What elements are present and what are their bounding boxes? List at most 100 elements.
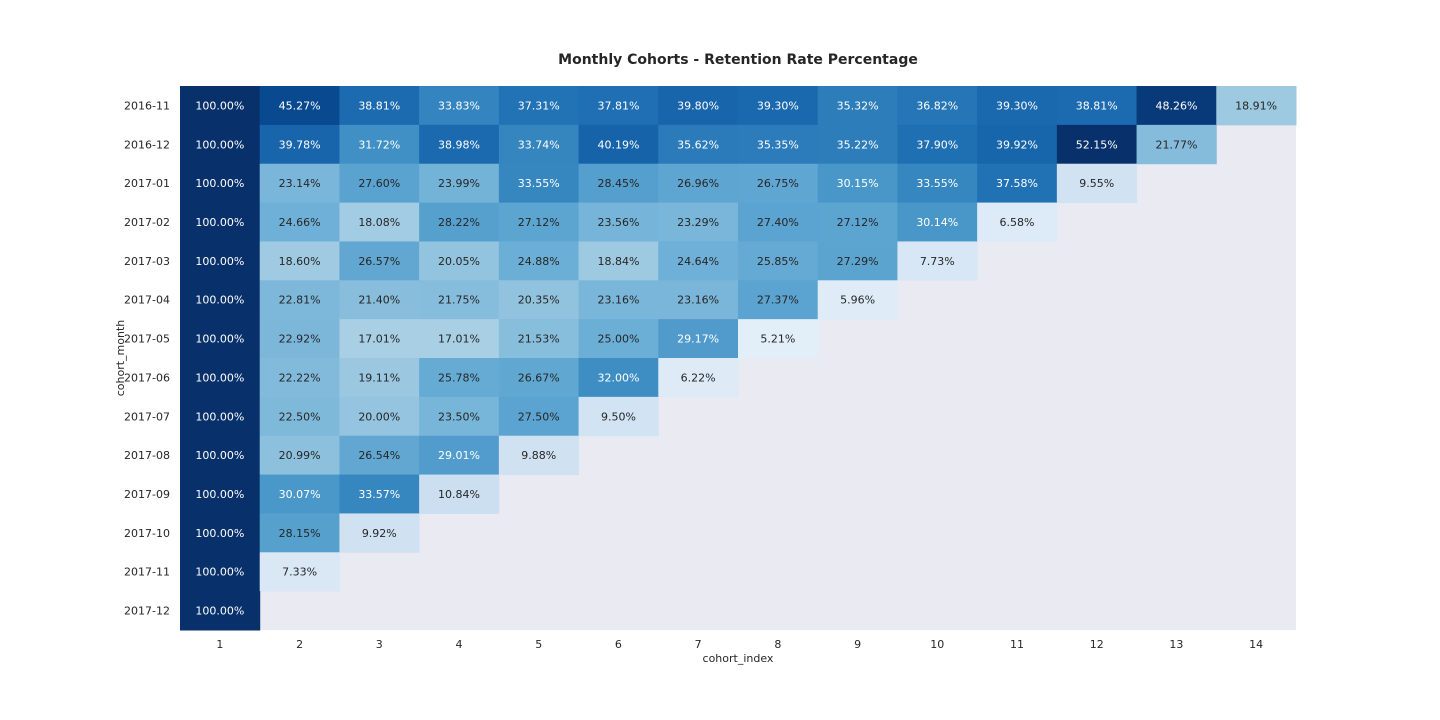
heatmap-cell-label: 23.16% bbox=[597, 294, 639, 307]
heatmap-cell-label: 22.81% bbox=[279, 294, 321, 307]
heatmap-cell-label: 38.81% bbox=[358, 99, 400, 112]
heatmap-cell bbox=[578, 202, 659, 242]
heatmap-cell-label: 6.22% bbox=[681, 371, 716, 384]
heatmap-cell bbox=[658, 202, 739, 242]
heatmap-cell bbox=[498, 319, 580, 359]
heatmap-cell bbox=[658, 319, 739, 359]
heatmap-cell-label: 9.55% bbox=[1079, 177, 1114, 190]
heatmap-cell bbox=[339, 124, 420, 165]
heatmap-cell bbox=[817, 86, 898, 126]
heatmap-cell-label: 48.26% bbox=[1155, 99, 1197, 112]
heatmap-cell-label: 35.22% bbox=[837, 138, 879, 151]
y-tick-label: 2017-07 bbox=[124, 410, 170, 423]
y-tick-label: 2016-11 bbox=[124, 99, 170, 112]
heatmap-cell bbox=[738, 86, 819, 126]
heatmap-cell-label: 18.84% bbox=[597, 255, 639, 268]
heatmap-cell bbox=[897, 124, 978, 165]
heatmap-cell bbox=[1136, 86, 1217, 126]
y-tick-label: 2017-10 bbox=[124, 527, 170, 540]
heatmap-cell bbox=[817, 241, 898, 281]
heatmap-cell bbox=[977, 202, 1058, 242]
heatmap-cell bbox=[817, 202, 898, 242]
heatmap-cell-label: 27.60% bbox=[358, 177, 400, 190]
heatmap-cell bbox=[977, 124, 1058, 165]
heatmap-cell bbox=[259, 474, 340, 514]
heatmap-cell-label: 23.14% bbox=[279, 177, 321, 190]
heatmap-cell-label: 36.82% bbox=[916, 99, 958, 112]
y-tick-label: 2017-04 bbox=[124, 294, 170, 307]
heatmap-cell bbox=[180, 396, 261, 437]
heatmap-cell-label: 100.00% bbox=[195, 488, 244, 501]
heatmap-cell bbox=[180, 591, 261, 631]
heatmap-cell-label: 25.00% bbox=[597, 333, 639, 346]
heatmap-cells bbox=[180, 86, 1297, 631]
heatmap-cell-label: 38.81% bbox=[1076, 99, 1118, 112]
heatmap-cell bbox=[1056, 163, 1138, 204]
heatmap-cell-label: 39.30% bbox=[757, 99, 799, 112]
heatmap-cell bbox=[259, 124, 340, 165]
heatmap-cell-label: 27.29% bbox=[837, 255, 879, 268]
heatmap-cell-label: 37.81% bbox=[597, 99, 639, 112]
heatmap-cell-label: 100.00% bbox=[195, 371, 244, 384]
y-tick-label: 2017-11 bbox=[124, 566, 170, 579]
heatmap-cell-label: 21.53% bbox=[518, 333, 560, 346]
heatmap-cell bbox=[578, 396, 659, 437]
heatmap-cell-label: 9.92% bbox=[362, 527, 397, 540]
x-tick-label: 4 bbox=[456, 638, 463, 651]
heatmap-cell bbox=[1056, 124, 1138, 165]
heatmap-cell bbox=[259, 552, 340, 592]
heatmap-cell bbox=[339, 86, 420, 126]
heatmap-cell bbox=[658, 280, 739, 320]
y-tick-label: 2017-12 bbox=[124, 605, 170, 618]
heatmap-cell bbox=[738, 319, 819, 359]
x-tick-label: 10 bbox=[930, 638, 944, 651]
heatmap-cell bbox=[498, 396, 580, 437]
heatmap-cell-label: 30.07% bbox=[279, 488, 321, 501]
heatmap-cell-label: 18.91% bbox=[1235, 99, 1277, 112]
heatmap-cell bbox=[498, 202, 580, 242]
heatmap-cell-label: 52.15% bbox=[1076, 138, 1118, 151]
x-tick-label: 14 bbox=[1249, 638, 1263, 651]
heatmap-cell bbox=[419, 241, 500, 281]
heatmap-cell bbox=[180, 163, 261, 204]
heatmap-cell-label: 37.58% bbox=[996, 177, 1038, 190]
heatmap-cell bbox=[817, 163, 898, 204]
heatmap-cell-label: 33.57% bbox=[358, 488, 400, 501]
heatmap-cell-label: 23.29% bbox=[677, 216, 719, 229]
heatmap-cell-label: 30.14% bbox=[916, 216, 958, 229]
heatmap-cell-label: 28.15% bbox=[279, 527, 321, 540]
heatmap-cell bbox=[339, 319, 420, 359]
heatmap-cell-label: 18.08% bbox=[358, 216, 400, 229]
heatmap-cell-label: 22.50% bbox=[279, 410, 321, 423]
heatmap-cell bbox=[180, 319, 261, 359]
heatmap-cell bbox=[738, 163, 819, 204]
heatmap-cell-label: 19.11% bbox=[358, 371, 400, 384]
heatmap-cell bbox=[419, 358, 500, 398]
heatmap-cell-label: 100.00% bbox=[195, 99, 244, 112]
heatmap-cell bbox=[658, 124, 739, 165]
heatmap-cell-label: 7.73% bbox=[920, 255, 955, 268]
heatmap-cell bbox=[339, 241, 420, 281]
heatmap-cell bbox=[578, 280, 659, 320]
heatmap-cell bbox=[259, 396, 340, 437]
y-tick-label: 2017-09 bbox=[124, 488, 170, 501]
y-tick-label: 2017-02 bbox=[124, 216, 170, 229]
heatmap-cell-label: 21.77% bbox=[1155, 138, 1197, 151]
heatmap-cell bbox=[738, 241, 819, 281]
heatmap-cell-label: 33.74% bbox=[518, 138, 560, 151]
heatmap-cell bbox=[259, 319, 340, 359]
heatmap-cell bbox=[977, 163, 1058, 204]
heatmap-cell-label: 38.98% bbox=[438, 138, 480, 151]
heatmap-cell-label: 100.00% bbox=[195, 527, 244, 540]
x-tick-label: 13 bbox=[1169, 638, 1183, 651]
chart-title: Monthly Cohorts - Retention Rate Percent… bbox=[558, 52, 918, 68]
heatmap-cell bbox=[498, 358, 580, 398]
heatmap-cell-label: 40.19% bbox=[597, 138, 639, 151]
heatmap-cell-label: 100.00% bbox=[195, 294, 244, 307]
x-axis-label: cohort_index bbox=[703, 652, 774, 665]
heatmap-cell-label: 20.99% bbox=[279, 449, 321, 462]
heatmap-cell-label: 5.96% bbox=[840, 294, 875, 307]
heatmap-cell bbox=[738, 124, 819, 165]
heatmap-cell-label: 18.60% bbox=[279, 255, 321, 268]
heatmap-cell bbox=[578, 319, 659, 359]
